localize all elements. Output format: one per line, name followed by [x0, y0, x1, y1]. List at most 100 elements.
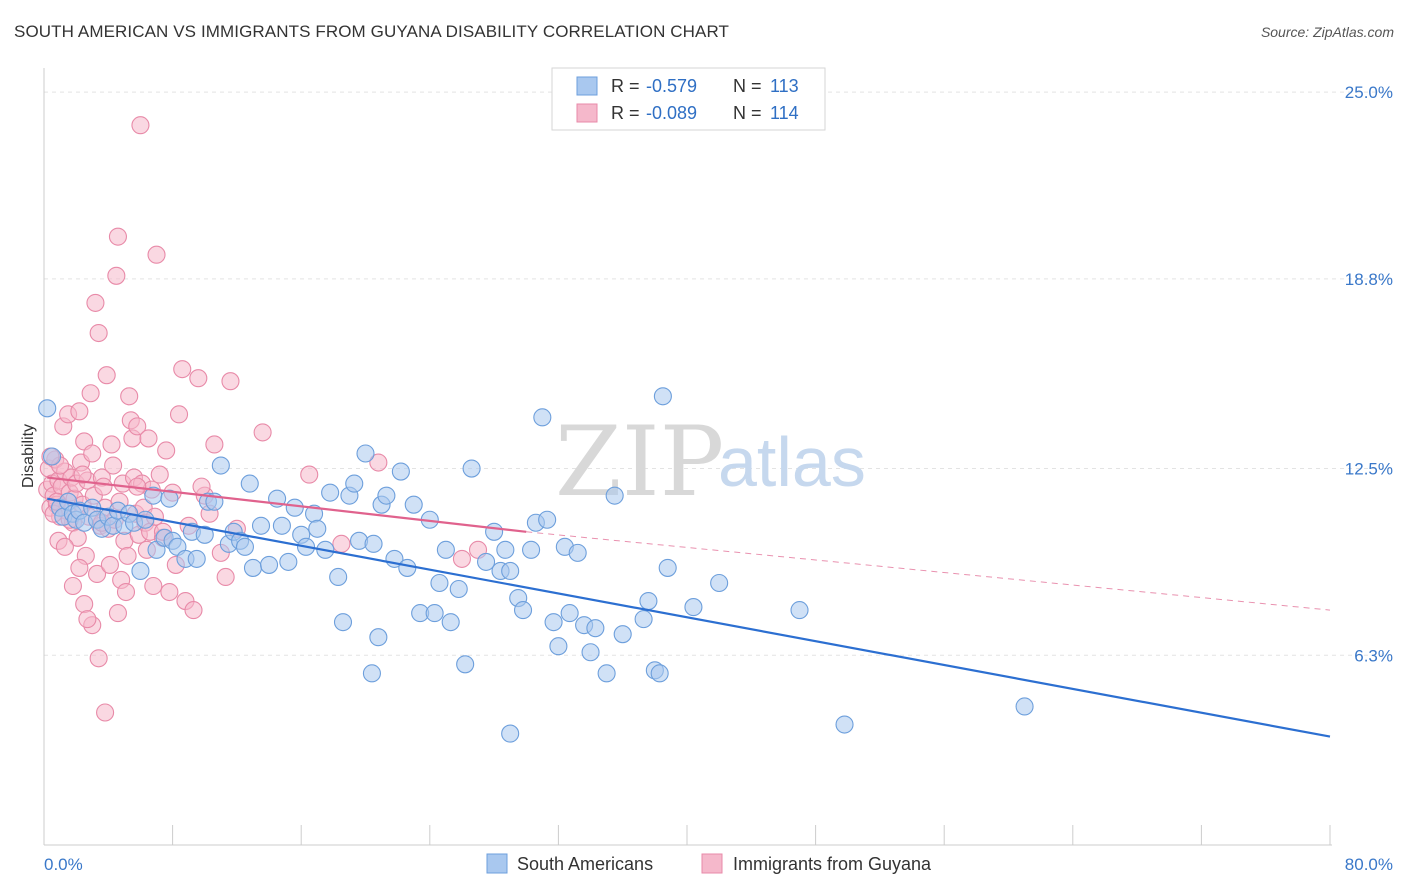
y-tick-label: 25.0% [1345, 83, 1393, 102]
data-point [102, 435, 121, 454]
data-point [285, 498, 304, 517]
legend-n-label-1: N = [733, 76, 762, 96]
data-point [549, 637, 568, 656]
data-point [150, 465, 169, 484]
y-tick-label: 12.5% [1345, 460, 1393, 479]
data-point [70, 558, 89, 577]
data-point [42, 447, 62, 466]
data-point [639, 592, 658, 611]
data-point [533, 408, 552, 427]
data-point [425, 604, 444, 623]
data-point [160, 582, 179, 602]
data-point [221, 372, 240, 391]
bottom-legend-swatch-pink [701, 853, 723, 874]
trend-line-guyana [47, 476, 527, 533]
data-point [189, 369, 208, 388]
legend-r-label-1: R = [611, 76, 640, 96]
data-point [89, 323, 108, 343]
data-point [485, 522, 504, 541]
data-point [452, 549, 472, 568]
data-point [160, 489, 179, 508]
data-point [449, 579, 468, 599]
data-point [104, 456, 123, 475]
data-point [404, 495, 423, 514]
data-point [710, 573, 729, 593]
data-point [169, 405, 189, 424]
data-point [684, 598, 703, 617]
data-point [391, 462, 410, 481]
y-tick-label: 6.3% [1354, 646, 1393, 665]
legend-n-value-1: 113 [770, 76, 799, 96]
series-south-american-points [38, 387, 1034, 743]
data-point [216, 567, 235, 587]
trend-line-guyana-extension [526, 531, 1331, 611]
data-point [586, 619, 605, 638]
data-point [107, 266, 126, 285]
data-point [120, 387, 139, 406]
data-point [462, 459, 481, 478]
data-point [605, 486, 624, 505]
data-point [139, 429, 158, 448]
data-point [96, 703, 115, 722]
data-point [364, 534, 383, 553]
data-point [835, 715, 854, 734]
data-point [333, 613, 353, 632]
data-point [613, 625, 632, 644]
y-axis-label: Disability [20, 424, 37, 488]
data-point [108, 604, 127, 623]
data-point [369, 628, 388, 647]
data-point [118, 546, 137, 565]
data-point [538, 510, 557, 529]
data-point [272, 516, 291, 535]
data-point [496, 540, 515, 559]
data-point [377, 486, 396, 505]
data-point [73, 465, 92, 484]
bottom-legend-label-south-americans: South Americans [517, 854, 653, 874]
data-point [240, 474, 259, 493]
data-point [86, 293, 105, 312]
data-point [430, 573, 449, 593]
data-point [332, 534, 351, 553]
data-point [78, 610, 97, 629]
watermark: ZIP atlas [555, 406, 866, 518]
data-point [131, 561, 150, 580]
y-axis-tick-labels: 6.3% 12.5% 18.8% 25.0% [1345, 83, 1393, 665]
legend-swatch-pink [576, 103, 598, 123]
data-point [300, 465, 319, 484]
data-point [211, 456, 230, 475]
data-point [441, 613, 460, 632]
data-point [597, 664, 616, 683]
data-point [658, 558, 677, 577]
data-point [87, 564, 107, 584]
data-point [75, 595, 94, 614]
data-point [456, 655, 475, 674]
x-tick-label-max: 80.0% [1345, 855, 1393, 874]
data-point [192, 477, 211, 496]
data-point [581, 643, 600, 662]
data-point [560, 604, 579, 623]
data-point [144, 576, 163, 596]
data-point [398, 558, 417, 577]
data-point [251, 516, 271, 535]
legend-n-value-2: 114 [770, 103, 799, 123]
data-point [195, 525, 214, 544]
data-point [568, 543, 587, 562]
legend-n-label-2: N = [733, 103, 762, 123]
data-point [116, 582, 136, 602]
data-point [790, 601, 809, 620]
data-point [356, 444, 375, 463]
data-point [522, 540, 541, 559]
data-point [308, 519, 327, 538]
bottom-legend-swatch-blue [486, 853, 508, 874]
legend-r-value-2: -0.089 [646, 103, 697, 123]
data-point [501, 724, 520, 743]
data-point [634, 610, 653, 629]
data-point [157, 441, 176, 460]
data-point [362, 664, 381, 683]
y-tick-label: 18.8% [1345, 270, 1393, 289]
data-point [68, 528, 87, 547]
data-point [147, 245, 166, 264]
data-point [321, 483, 340, 502]
data-point [345, 474, 364, 493]
